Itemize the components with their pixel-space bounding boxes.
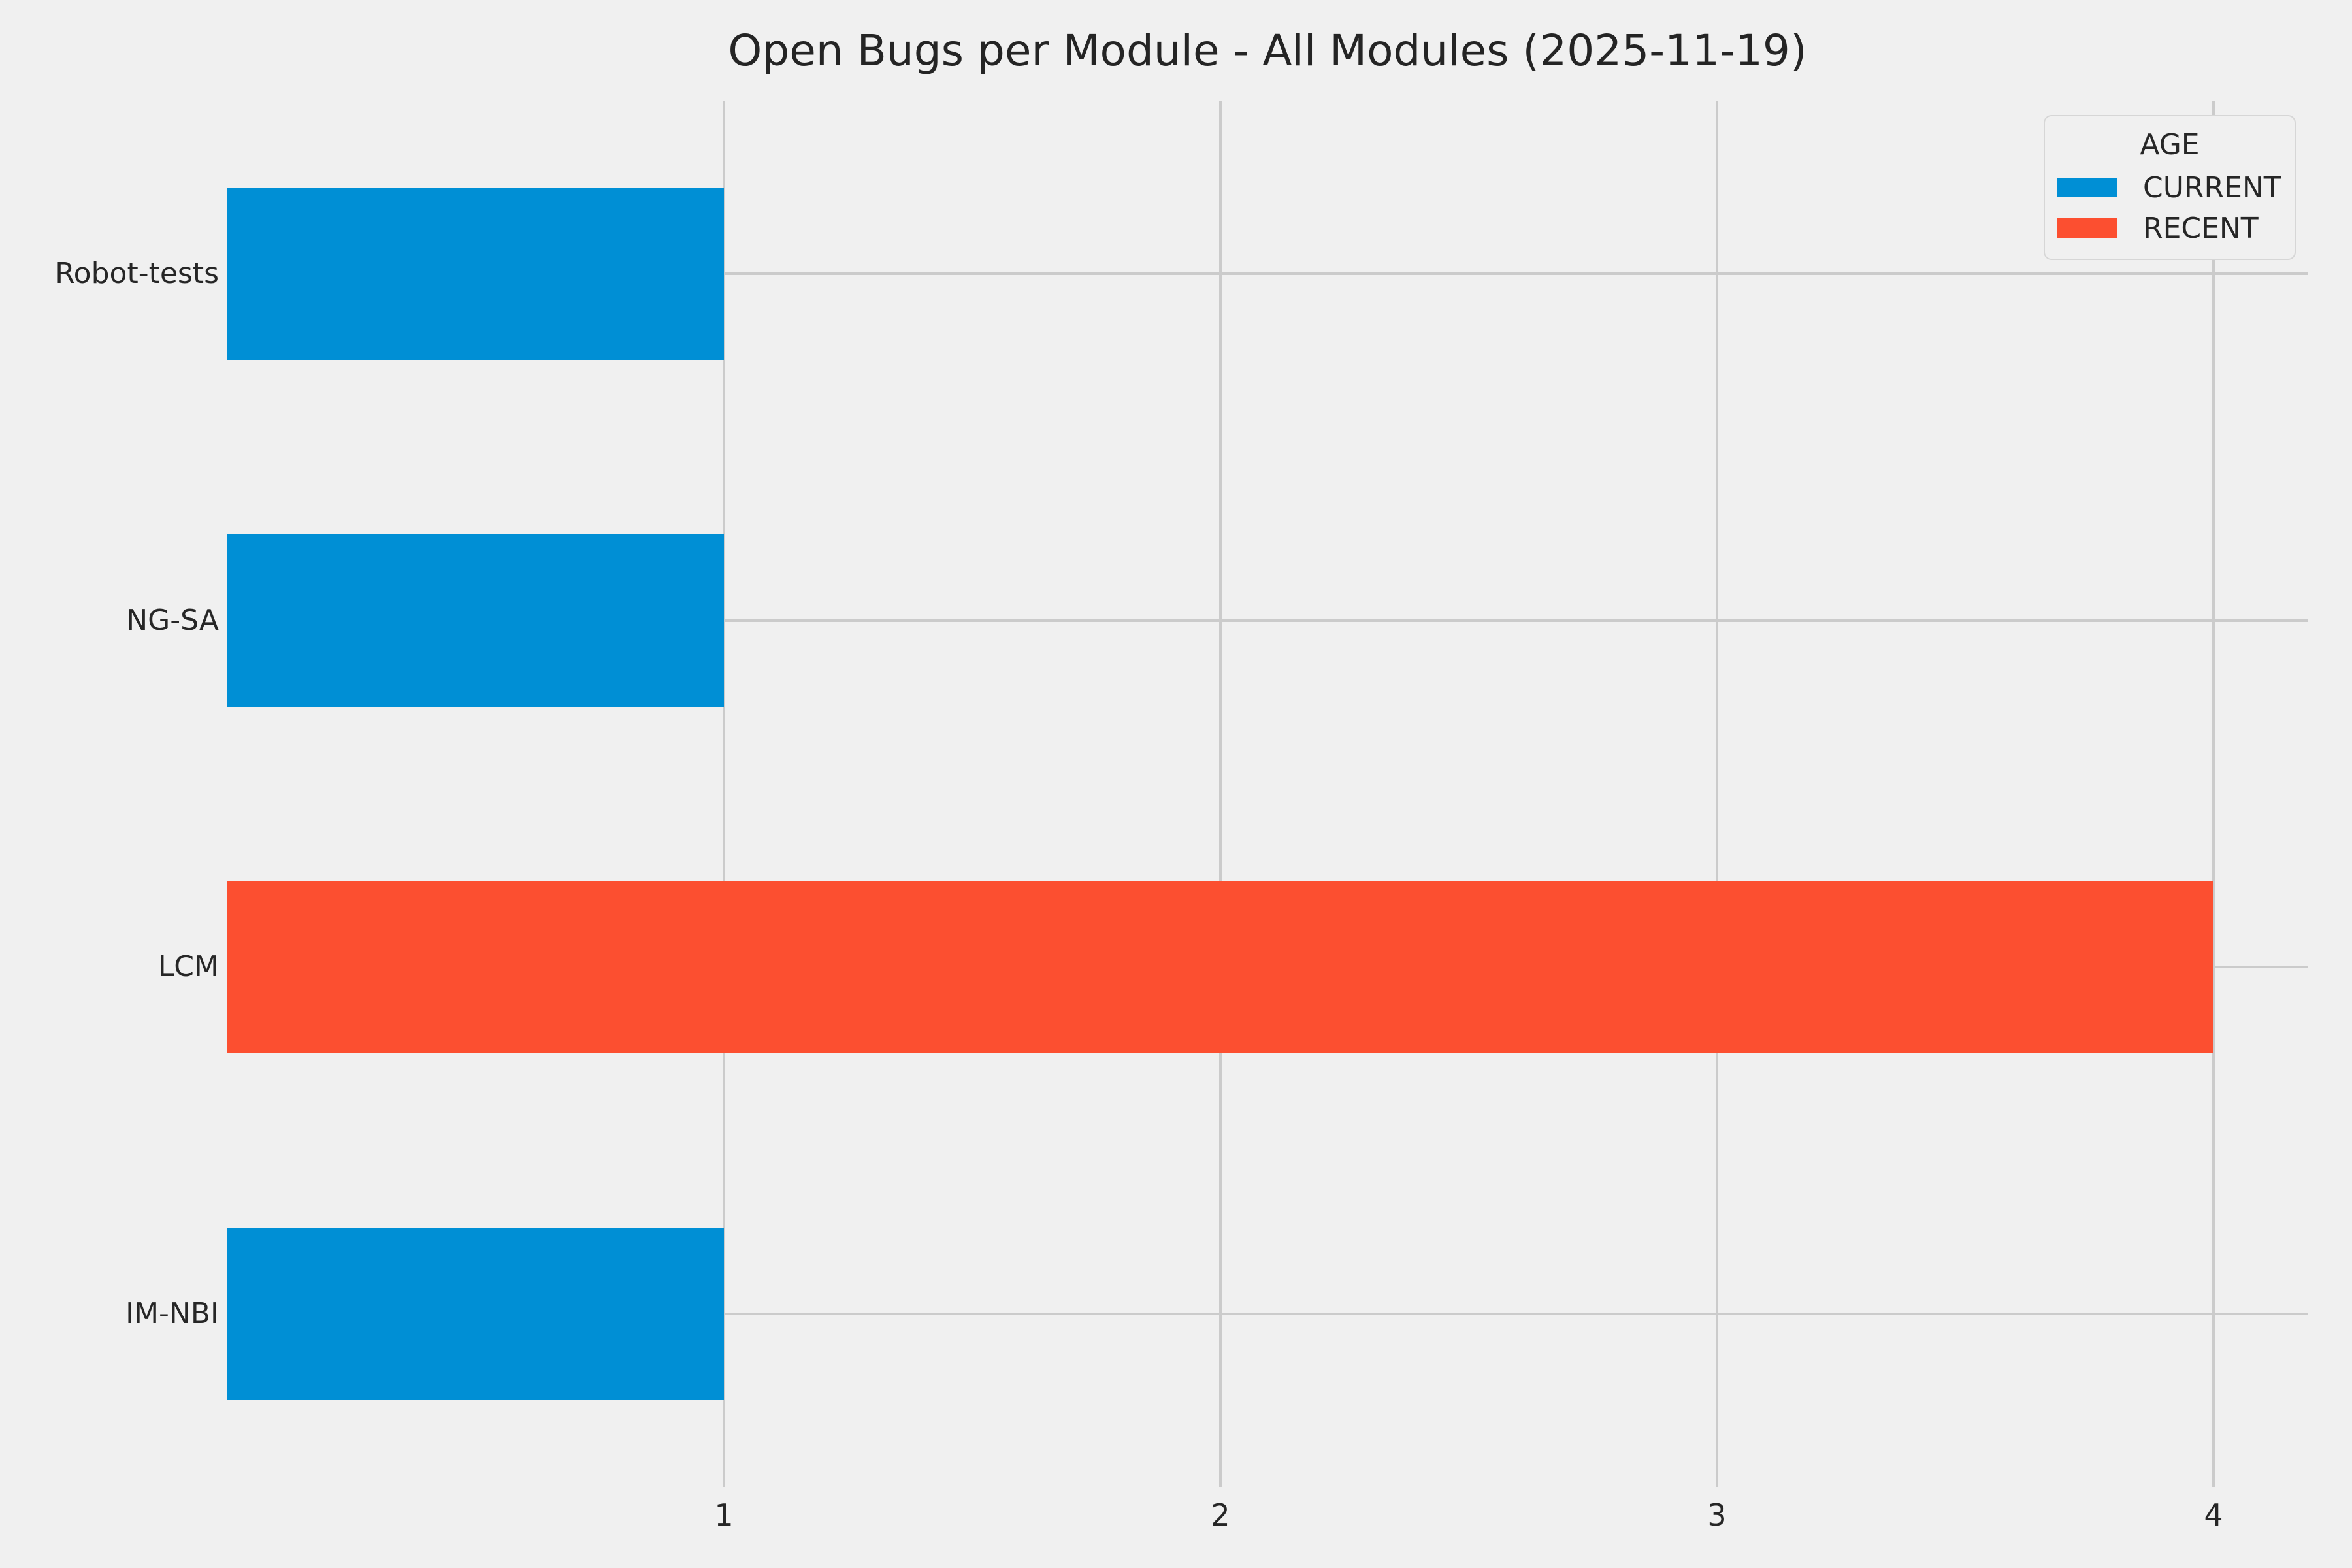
x-axis-tick-label: 2 <box>1211 1497 1230 1533</box>
legend-title: AGE <box>2140 128 2200 161</box>
y-gridline <box>227 272 2308 276</box>
bar <box>227 1227 724 1400</box>
bar <box>227 188 724 361</box>
x-gridline <box>1716 101 1718 1487</box>
legend-swatch <box>2057 178 2117 197</box>
legend: AGE CURRENT RECENT <box>2044 115 2296 260</box>
y-axis-label: IM-NBI <box>125 1296 219 1330</box>
x-axis-tick-label: 4 <box>2204 1497 2223 1533</box>
x-gridline <box>723 101 725 1487</box>
y-gridline <box>227 619 2308 622</box>
x-axis-tick-label: 3 <box>1707 1497 1727 1533</box>
x-gridline <box>2212 101 2215 1487</box>
chart-title: Open Bugs per Module - All Modules (2025… <box>728 25 1807 76</box>
bar <box>227 881 2213 1054</box>
legend-item: RECENT <box>2045 208 2295 248</box>
legend-label: CURRENT <box>2143 171 2281 204</box>
legend-items: CURRENT RECENT <box>2045 167 2295 248</box>
y-axis-label: LCM <box>157 950 219 984</box>
y-axis-label: NG-SA <box>126 603 219 637</box>
plot-area <box>227 101 2308 1487</box>
legend-swatch <box>2057 218 2117 238</box>
legend-label: RECENT <box>2143 211 2259 245</box>
y-gridline <box>227 1312 2308 1315</box>
y-axis-label: Robot-tests <box>55 257 219 291</box>
x-axis-tick-label: 1 <box>714 1497 734 1533</box>
bar <box>227 534 724 707</box>
legend-item: CURRENT <box>2045 167 2295 208</box>
x-gridline <box>1219 101 1222 1487</box>
